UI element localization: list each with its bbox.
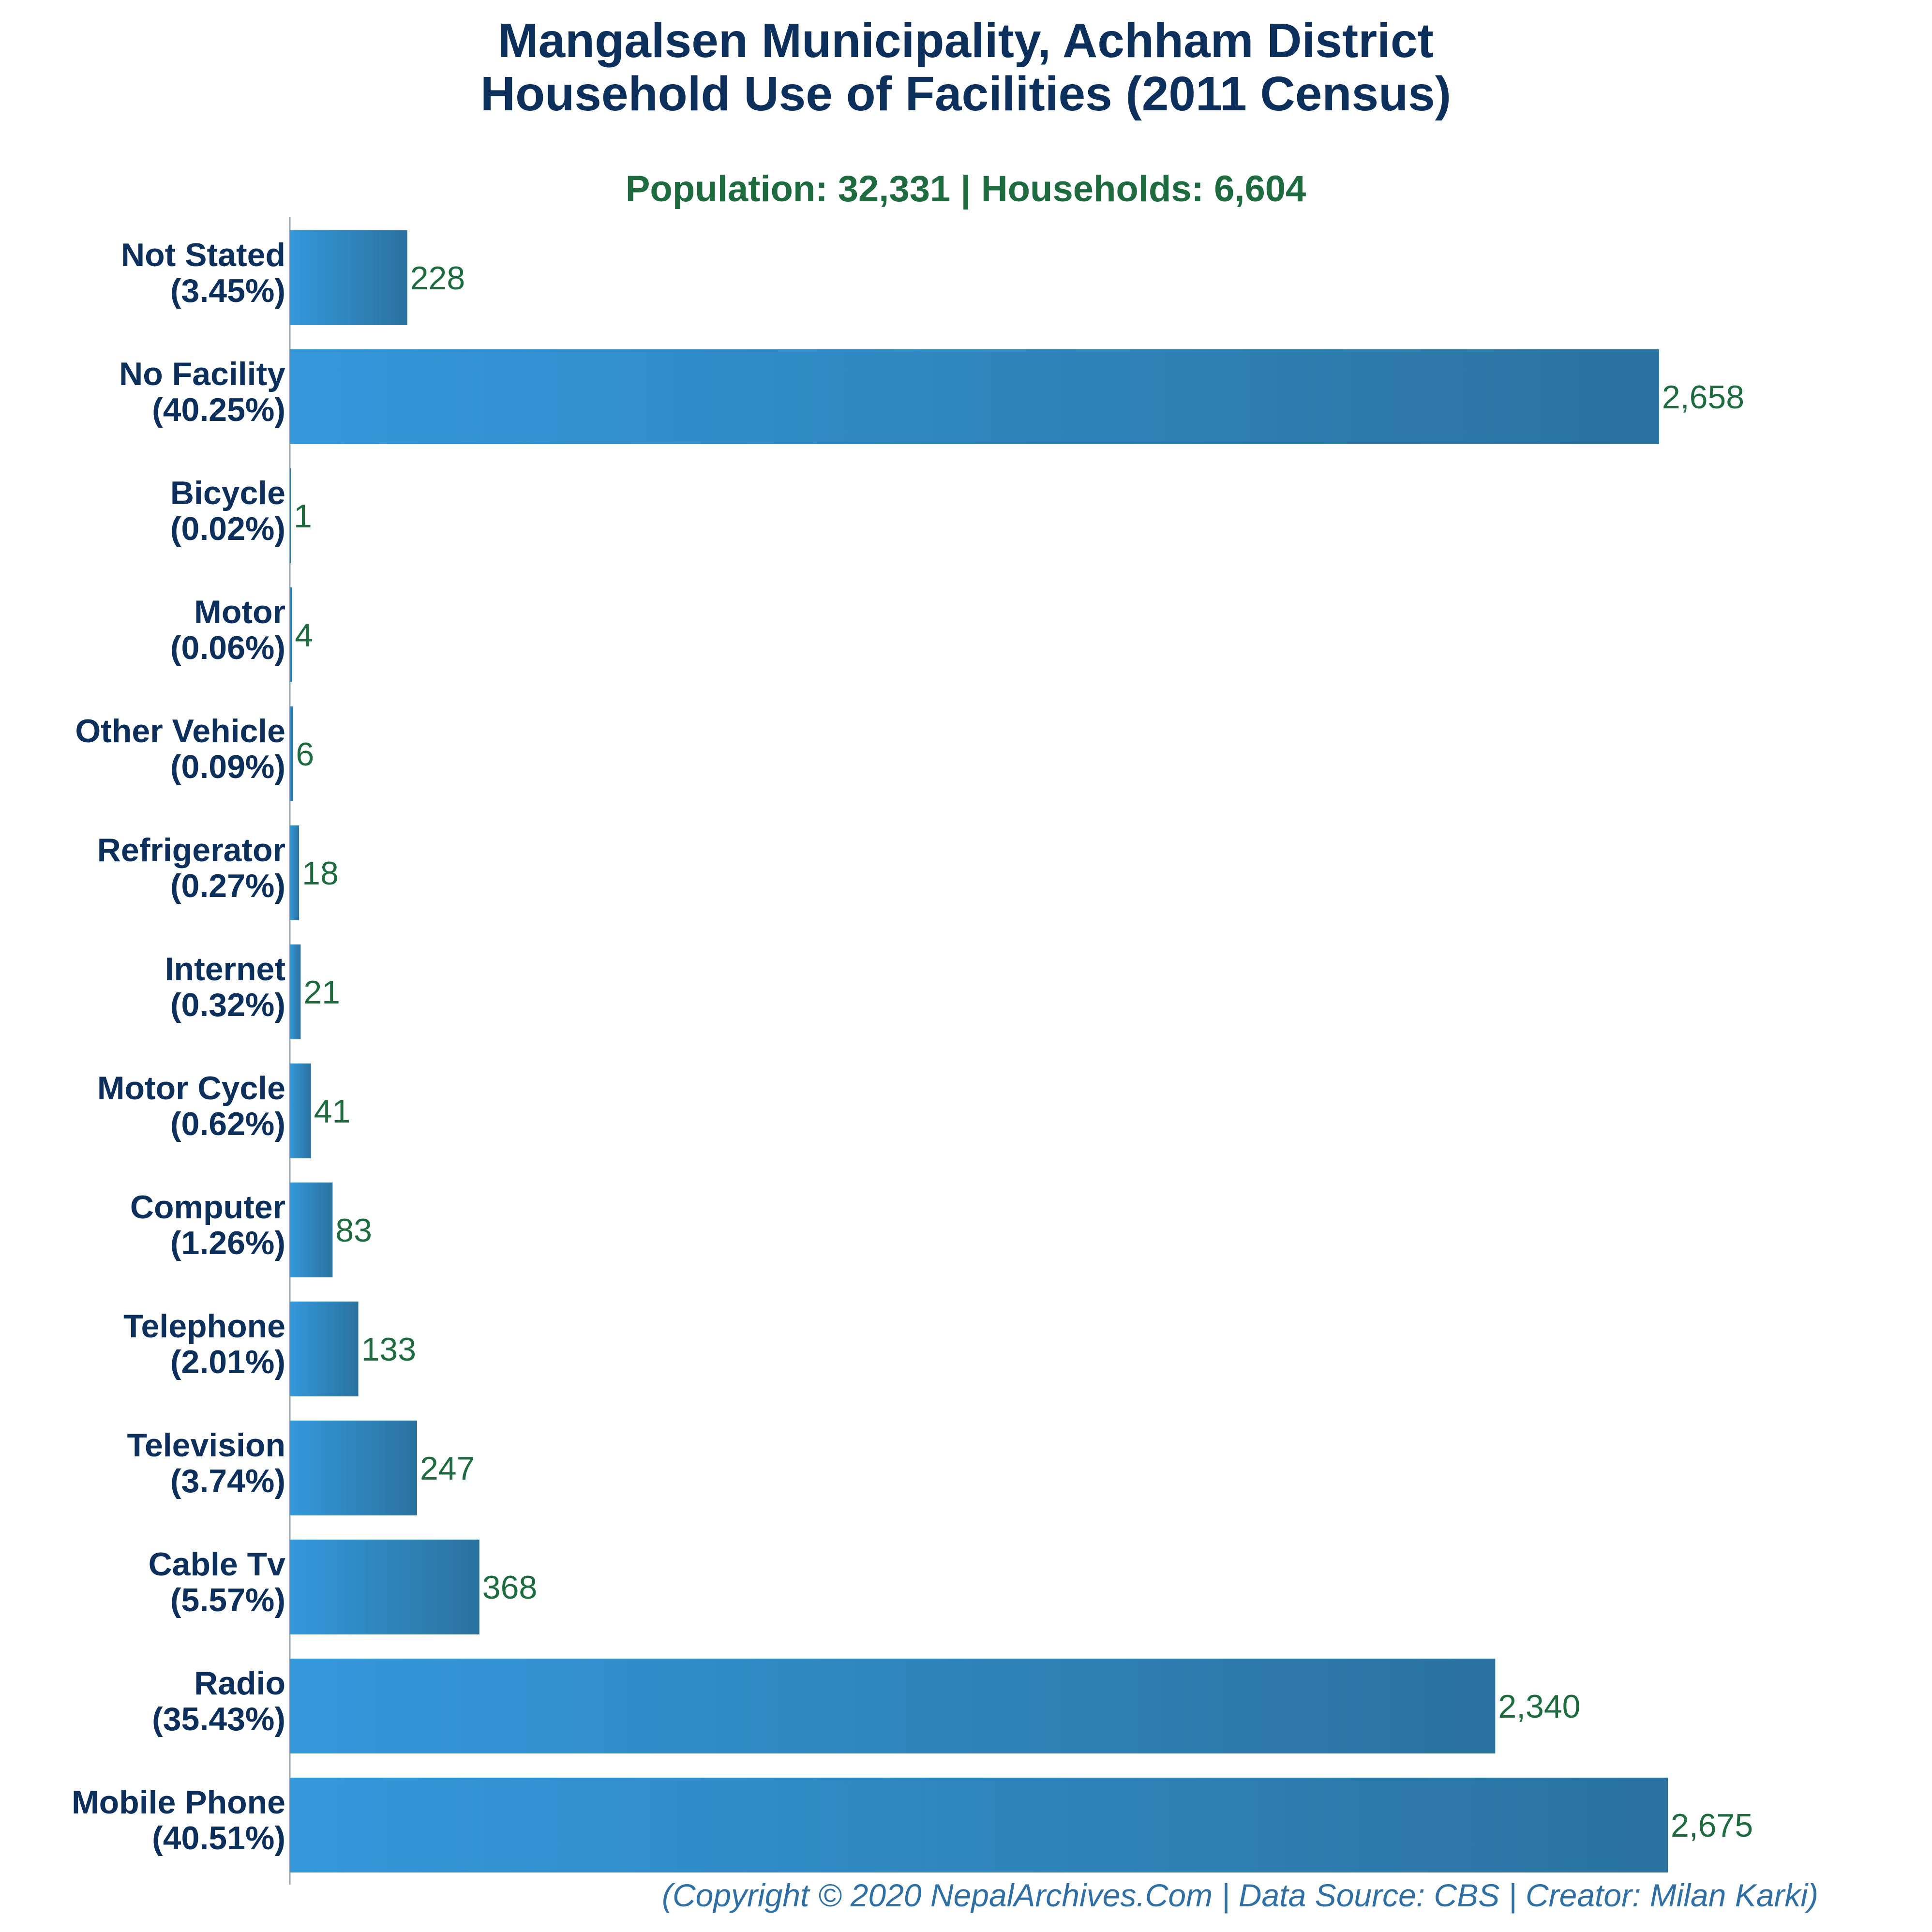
- value-label: 2,658: [1662, 379, 1744, 416]
- value-label: 4: [295, 617, 313, 654]
- bar-motor: [290, 587, 292, 682]
- category-label: Internet: [165, 951, 285, 988]
- value-label: 41: [314, 1093, 351, 1130]
- category-label: Other Vehicle: [75, 713, 285, 749]
- category-label: Television: [127, 1427, 285, 1464]
- footer-credit: (Copyright © 2020 NepalArchives.Com | Da…: [662, 1877, 1818, 1914]
- category-percent-label: (40.51%): [152, 1820, 285, 1857]
- bar-bicycle: [290, 468, 291, 563]
- bar-mobile-phone: [290, 1778, 1668, 1872]
- bar-cable-tv: [290, 1540, 479, 1634]
- category-labels-group: Not Stated(3.45%) No Facility(40.25%) Bicy…: [72, 237, 285, 1857]
- bar-internet: [290, 944, 301, 1039]
- category-percent-label: (0.27%): [170, 868, 285, 904]
- category-percent-label: (0.06%): [170, 629, 285, 666]
- category-percent-label: (5.57%): [170, 1582, 285, 1618]
- bar-computer: [290, 1183, 333, 1277]
- bar-radio: [290, 1659, 1496, 1753]
- category-percent-label: (0.32%): [170, 987, 285, 1023]
- category-label: Not Stated: [121, 237, 285, 273]
- category-percent-label: (35.43%): [152, 1701, 285, 1737]
- value-label: 247: [420, 1450, 475, 1487]
- category-percent-label: (0.62%): [170, 1106, 285, 1142]
- category-label: Motor Cycle: [97, 1070, 285, 1107]
- category-label: No Facility: [119, 356, 285, 392]
- category-label: Radio: [194, 1665, 285, 1702]
- category-label: Motor: [194, 594, 285, 630]
- category-percent-label: (0.09%): [170, 749, 285, 785]
- value-label: 228: [410, 260, 465, 297]
- category-percent-label: (40.25%): [152, 391, 285, 428]
- value-label: 2,340: [1498, 1688, 1580, 1725]
- category-percent-label: (3.45%): [170, 272, 285, 309]
- category-label: Cable Tv: [149, 1546, 286, 1583]
- value-label: 18: [302, 855, 339, 892]
- value-label: 21: [303, 974, 340, 1011]
- category-label: Bicycle: [170, 475, 285, 511]
- value-label: 1: [294, 498, 312, 535]
- bar-not-stated: [290, 230, 407, 325]
- bars-group: [290, 230, 1668, 1872]
- chart-subtitle: Population: 32,331 | Households: 6,604: [626, 168, 1306, 210]
- value-label: 2,675: [1671, 1807, 1753, 1844]
- category-label: Mobile Phone: [72, 1784, 285, 1821]
- value-label: 83: [335, 1212, 372, 1249]
- bar-telephone: [290, 1302, 359, 1396]
- chart-title-line2: Household Use of Facilities (2011 Census…: [480, 67, 1451, 121]
- category-label: Computer: [130, 1189, 285, 1226]
- bar-television: [290, 1421, 417, 1515]
- category-label: Refrigerator: [97, 832, 285, 869]
- bar-refrigerator: [290, 825, 300, 920]
- bar-other-vehicle: [290, 706, 293, 801]
- category-label: Telephone: [123, 1308, 285, 1345]
- category-percent-label: (3.74%): [170, 1463, 285, 1499]
- category-percent-label: (1.26%): [170, 1225, 285, 1261]
- value-label: 368: [482, 1569, 537, 1606]
- bar-motor-cycle: [290, 1063, 311, 1158]
- chart-title-line1: Mangalsen Municipality, Achham District: [498, 14, 1434, 68]
- category-percent-label: (2.01%): [170, 1344, 285, 1380]
- category-percent-label: (0.02%): [170, 510, 285, 547]
- value-labels-group: 228 2,658 1 4 6 18 21 41 83 133 247 368 2,340 2,675: [294, 260, 1753, 1844]
- value-label: 6: [296, 736, 314, 773]
- value-label: 133: [361, 1331, 416, 1368]
- bar-no-facility: [290, 349, 1659, 444]
